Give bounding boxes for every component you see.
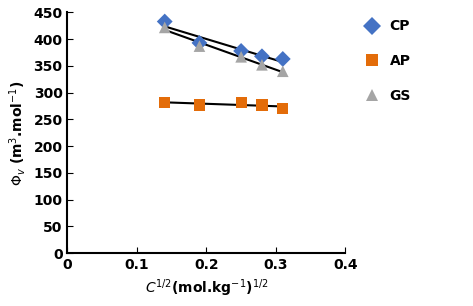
Point bbox=[196, 44, 203, 49]
Legend: CP, AP, GS: CP, AP, GS bbox=[358, 19, 411, 103]
Point bbox=[161, 100, 168, 105]
Point bbox=[258, 103, 266, 107]
Point bbox=[279, 69, 287, 74]
Point bbox=[161, 19, 168, 24]
Point bbox=[258, 54, 266, 59]
Point bbox=[196, 103, 203, 107]
Point bbox=[237, 48, 245, 53]
Point bbox=[258, 62, 266, 67]
X-axis label: $C^{1/2}$(mol.kg$^{-1}$)$^{1/2}$: $C^{1/2}$(mol.kg$^{-1}$)$^{1/2}$ bbox=[145, 278, 268, 299]
Point bbox=[279, 57, 287, 62]
Point bbox=[196, 40, 203, 45]
Point bbox=[161, 25, 168, 30]
Y-axis label: $Φ_v$ (m$^3$.mol$^{-1}$): $Φ_v$ (m$^3$.mol$^{-1}$) bbox=[7, 80, 28, 185]
Point bbox=[237, 54, 245, 59]
Point bbox=[279, 106, 287, 110]
Point bbox=[237, 100, 245, 105]
